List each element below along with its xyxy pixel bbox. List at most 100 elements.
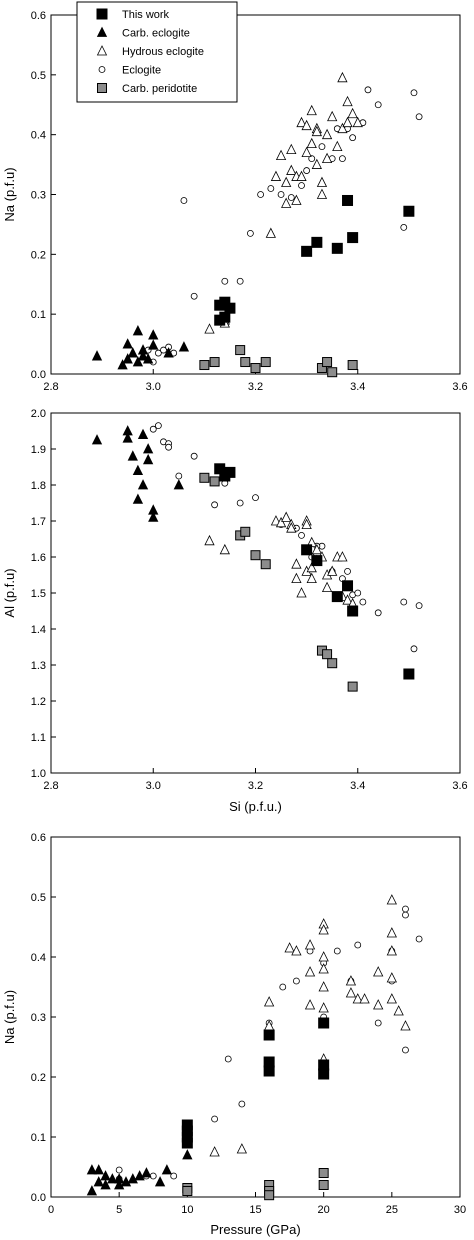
data-point [291,194,302,205]
data-point [178,341,190,352]
data-point [386,972,397,983]
data-point [400,224,408,231]
y-tick-label: 0.5 [31,70,46,82]
data-point [374,1019,382,1027]
x-tick-label: 3.4 [350,780,365,792]
data-point [318,951,329,962]
series-carb-peridotite [199,472,358,692]
data-point [402,1046,409,1054]
data-point [134,1170,145,1181]
data-point [359,993,370,1004]
y-tick-label: 0.6 [31,832,46,844]
data-point [311,555,323,567]
x-tick-label: 2.8 [43,381,58,393]
y-tick-label: 0.0 [31,369,46,381]
data-point [270,170,282,181]
data-point [161,1164,173,1175]
x-tick-label: 10 [181,1204,193,1216]
data-point [298,532,305,539]
data-point [100,1179,111,1190]
legend-label: Carb. peridotite [122,83,197,95]
data-point [224,1055,232,1063]
data-point [347,107,358,119]
data-point [373,966,384,977]
data-point [311,158,322,169]
data-point [306,561,317,573]
data-point [190,452,198,460]
data-point [318,1017,330,1029]
legend-label: Carb. eclogite [122,28,190,40]
data-point [86,1185,98,1196]
data-point [204,323,215,334]
plot-frame [50,412,461,774]
data-point [347,360,358,371]
data-point [275,149,287,161]
data-point [93,1164,104,1175]
x-tick-label: 3.0 [146,780,161,792]
data-point [386,993,397,1004]
x-tick-label: 5 [116,1204,122,1216]
data-point [284,942,295,953]
data-point [311,236,323,248]
y-tick-label: 2.0 [31,408,46,420]
data-point [132,356,144,367]
data-point [337,71,348,83]
data-point [345,987,357,998]
x-tick-label: 3.2 [248,381,263,393]
data-point [149,425,157,433]
series-this-work [181,1017,330,1149]
data-point [277,191,285,198]
data-point [257,191,265,198]
data-point [199,360,210,371]
y-axis-label: Al (p.f.u) [2,568,17,617]
data-point [318,1168,329,1178]
data-point [296,587,307,598]
data-point [331,591,343,603]
data-point [342,116,353,128]
data-point [224,466,236,478]
data-point [286,143,297,155]
y-tick-label: 1.4 [31,624,46,636]
data-point [306,572,317,583]
data-point [148,511,159,522]
data-point [286,164,297,175]
legend-marker [97,83,107,93]
data-point [349,134,357,142]
legend-marker [96,26,108,37]
data-point [246,229,254,237]
data-point [114,1179,125,1190]
series-carb-eclogite [91,325,190,370]
x-tick-label: 30 [454,1204,466,1216]
data-point [410,645,418,653]
data-point [260,559,271,570]
data-point [296,170,307,181]
y-tick-label: 1.2 [31,696,46,708]
data-point [127,450,138,461]
data-point [403,668,415,680]
data-point [331,242,343,254]
data-point [318,963,329,974]
data-point [211,501,219,509]
data-point [264,1190,275,1201]
data-point [301,518,312,529]
data-point [318,924,329,935]
data-point [301,544,313,556]
data-point [219,543,230,555]
data-point [173,479,184,490]
y-tick-label: 0.5 [31,892,46,904]
data-point [263,1029,275,1041]
data-point [132,325,144,336]
y-tick-label: 1.5 [31,588,46,600]
data-point [301,146,312,158]
data-point [107,1173,118,1184]
legend-label: This work [122,9,170,21]
y-tick-label: 0.4 [31,130,46,142]
data-point [209,476,220,487]
x-tick-label: 3.0 [146,381,161,393]
data-point [127,347,138,358]
data-point [292,977,300,985]
data-point [298,182,305,189]
data-point [165,443,172,451]
data-point [345,975,357,986]
data-point [137,428,149,440]
